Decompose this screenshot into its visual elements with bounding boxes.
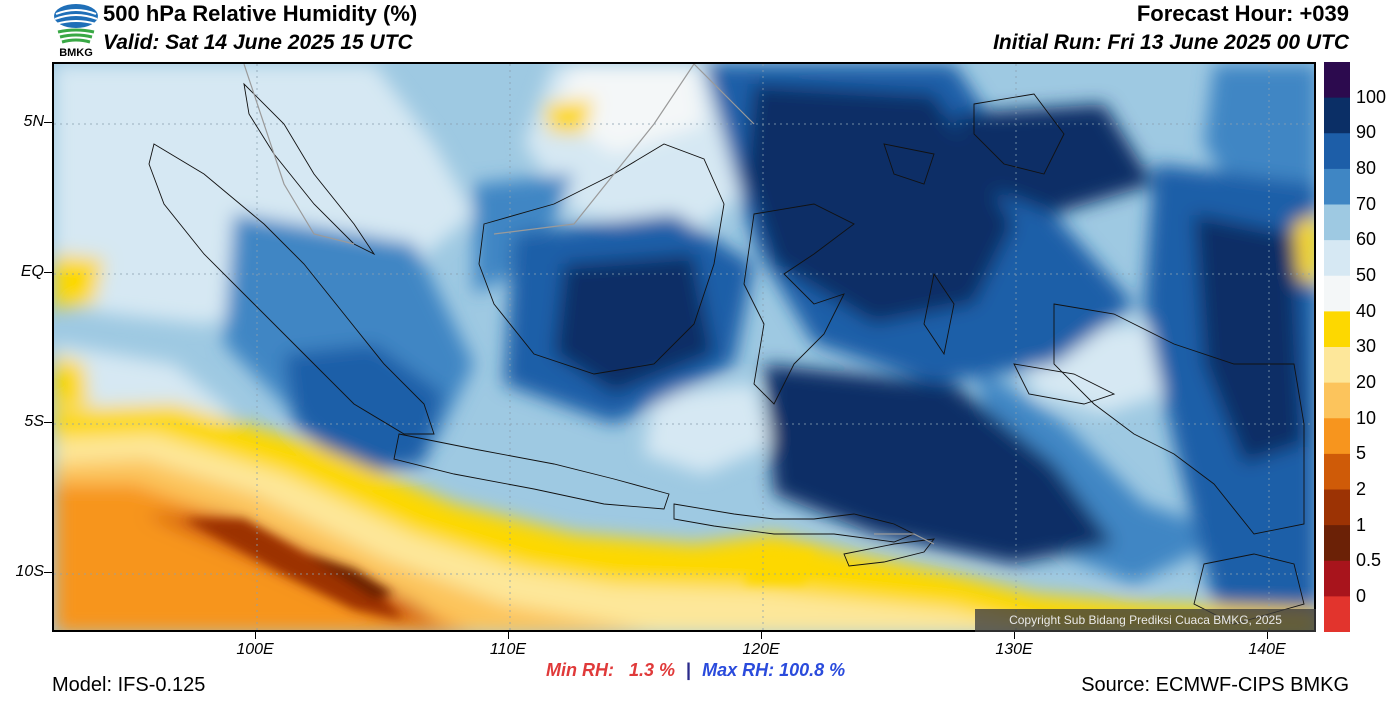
colorbar-swatch bbox=[1324, 275, 1350, 312]
colorbar-label: 80 bbox=[1356, 158, 1377, 178]
lon-tick bbox=[1014, 632, 1015, 639]
lon-label-110e: 110E bbox=[489, 641, 527, 658]
colorbar-swatch bbox=[1324, 62, 1350, 99]
lon-label-130e: 130E bbox=[995, 641, 1033, 658]
colorbar-swatch bbox=[1324, 382, 1350, 419]
colorbar-swatch bbox=[1324, 347, 1350, 384]
lon-tick bbox=[1267, 632, 1268, 639]
lat-label-10s: 10S bbox=[15, 563, 44, 580]
humidity-map bbox=[52, 62, 1316, 632]
colorbar-label: 5 bbox=[1356, 443, 1367, 463]
lat-label-eq: EQ bbox=[20, 263, 44, 280]
min-rh-value: 1.3 % bbox=[629, 660, 676, 680]
max-rh-value: 100.8 % bbox=[779, 660, 846, 680]
lat-tick bbox=[44, 272, 52, 273]
coastlines bbox=[148, 82, 1305, 625]
colorbar-swatch bbox=[1324, 489, 1350, 526]
humidity-field bbox=[54, 64, 1314, 630]
colorbar-label: 30 bbox=[1356, 336, 1377, 356]
colorbar-label: 20 bbox=[1356, 372, 1377, 392]
lat-tick bbox=[44, 122, 52, 123]
colorbar-label: 10 bbox=[1356, 408, 1377, 428]
colorbar-label: 2 bbox=[1356, 479, 1367, 499]
colorbar-swatch bbox=[1324, 560, 1350, 597]
stats-separator: | bbox=[686, 660, 692, 680]
lat-tick bbox=[44, 422, 52, 423]
logo-text: BMKG bbox=[59, 47, 93, 59]
colorbar-label: 0.5 bbox=[1356, 550, 1382, 570]
chart-title: 500 hPa Relative Humidity (%) bbox=[103, 1, 418, 26]
lat-label-5s: 5S bbox=[24, 413, 44, 430]
colorbar-swatch bbox=[1324, 418, 1350, 455]
lon-tick bbox=[508, 632, 509, 639]
colorbar-swatch bbox=[1324, 168, 1350, 206]
colorbar-label: 100 bbox=[1356, 87, 1387, 107]
colorbar bbox=[1324, 62, 1350, 633]
copyright-notice: Copyright Sub Bidang Prediksi Cuaca BMKG… bbox=[975, 609, 1316, 632]
colorbar-swatch bbox=[1324, 97, 1350, 134]
lon-label-140e: 140E bbox=[1248, 641, 1286, 658]
colorbar-label: 1 bbox=[1356, 515, 1367, 535]
rh-extremes: Min RH: 1.3 % | Max RH: 100.8 % bbox=[546, 660, 845, 681]
colorbar-swatch bbox=[1324, 453, 1350, 491]
colorbar-label: 40 bbox=[1356, 301, 1377, 321]
lon-tick bbox=[255, 632, 256, 639]
model-info: Model: IFS-0.125 bbox=[52, 674, 206, 696]
bmkg-logo-mark bbox=[54, 4, 98, 44]
colorbar-label: 90 bbox=[1356, 122, 1377, 142]
colorbar-swatch bbox=[1324, 311, 1350, 348]
colorbar-label: 0 bbox=[1356, 586, 1367, 606]
lat-tick bbox=[44, 572, 52, 573]
lon-tick bbox=[761, 632, 762, 639]
valid-time: Valid: Sat 14 June 2025 15 UTC bbox=[103, 31, 413, 54]
colorbar-swatch bbox=[1324, 525, 1350, 562]
colorbar-label: 60 bbox=[1356, 229, 1377, 249]
initial-run: Initial Run: Fri 13 June 2025 00 UTC bbox=[993, 31, 1349, 54]
colorbar-label: 50 bbox=[1356, 265, 1377, 285]
colorbar-swatch bbox=[1324, 133, 1350, 170]
colorbar-swatches bbox=[1324, 62, 1350, 633]
colorbar-swatch bbox=[1324, 204, 1350, 241]
colorbar-label: 70 bbox=[1356, 194, 1377, 214]
lon-label-120e: 120E bbox=[742, 641, 780, 658]
colorbar-swatch bbox=[1324, 596, 1350, 633]
lat-label-5n: 5N bbox=[23, 113, 44, 130]
colorbar-swatch bbox=[1324, 240, 1350, 277]
lon-label-100e: 100E bbox=[236, 641, 274, 658]
min-rh-label: Min RH: bbox=[546, 660, 614, 680]
source-info: Source: ECMWF-CIPS BMKG bbox=[1081, 674, 1349, 696]
forecast-hour: Forecast Hour: +039 bbox=[1136, 1, 1349, 26]
bmkg-logo: BMKG bbox=[52, 2, 100, 60]
max-rh-label: Max RH: bbox=[702, 660, 775, 680]
